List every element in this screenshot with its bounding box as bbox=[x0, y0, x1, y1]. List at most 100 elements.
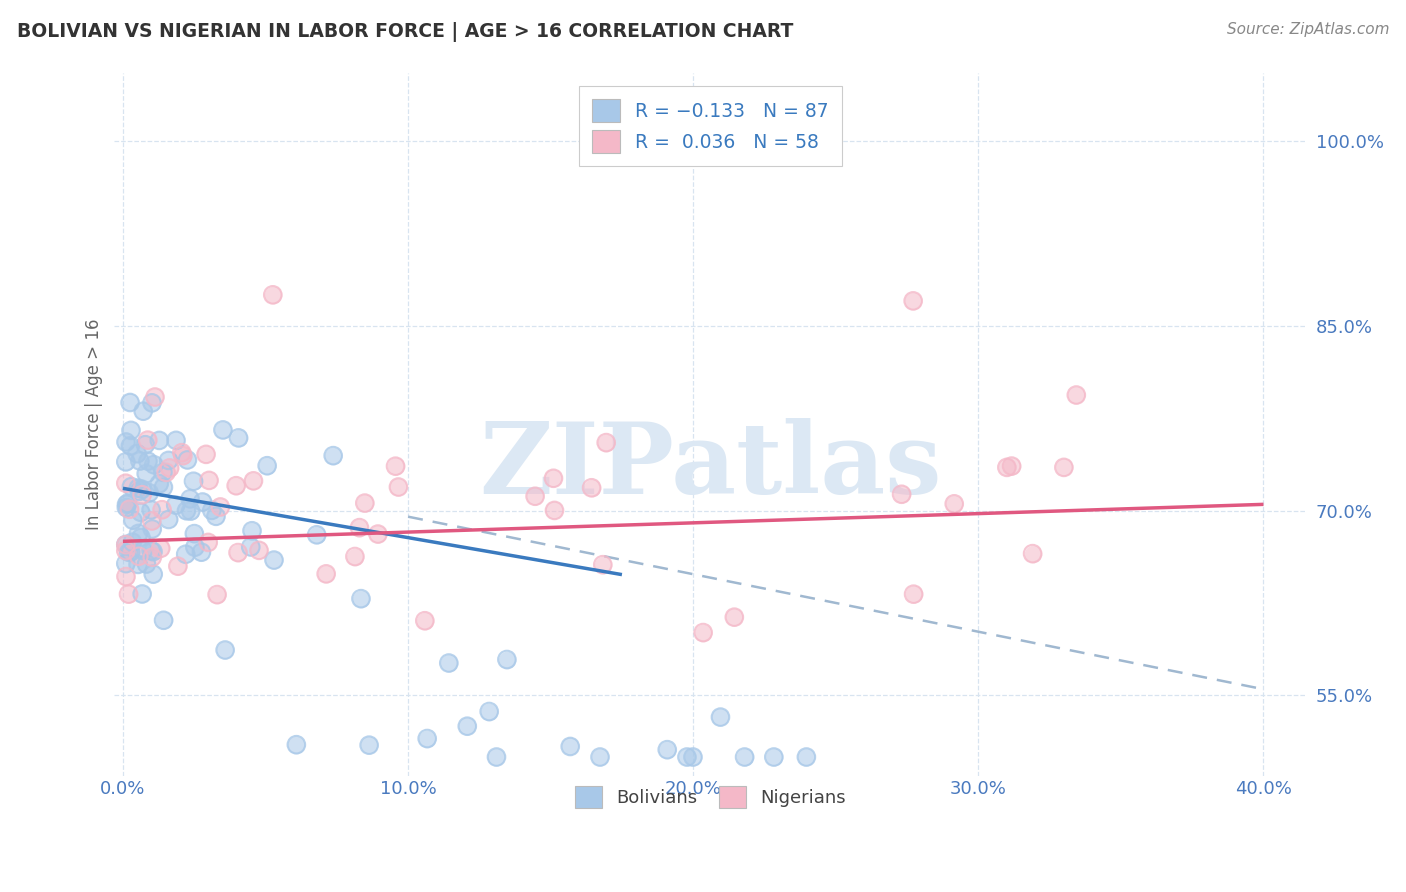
Point bbox=[437, 656, 460, 670]
Point bbox=[136, 433, 159, 447]
Point bbox=[172, 449, 194, 463]
Point bbox=[170, 445, 193, 459]
Point bbox=[205, 509, 228, 524]
Point bbox=[205, 588, 228, 602]
Point bbox=[117, 587, 139, 601]
Point bbox=[115, 500, 138, 515]
Point bbox=[1021, 547, 1043, 561]
Point bbox=[209, 500, 232, 514]
Point bbox=[367, 527, 389, 541]
Point bbox=[115, 435, 138, 450]
Point bbox=[117, 496, 139, 510]
Point bbox=[134, 438, 156, 452]
Point bbox=[118, 545, 141, 559]
Point bbox=[157, 512, 180, 526]
Point bbox=[943, 497, 966, 511]
Point bbox=[120, 423, 142, 437]
Point bbox=[524, 489, 547, 503]
Point bbox=[197, 535, 219, 549]
Point bbox=[120, 395, 142, 409]
Point bbox=[152, 480, 174, 494]
Point bbox=[350, 591, 373, 606]
Point bbox=[343, 549, 366, 564]
Point bbox=[485, 750, 508, 764]
Text: ZIPatlas: ZIPatlas bbox=[479, 417, 942, 515]
Point bbox=[150, 502, 173, 516]
Point bbox=[129, 454, 152, 468]
Point bbox=[141, 514, 163, 528]
Point bbox=[135, 557, 157, 571]
Point bbox=[198, 474, 221, 488]
Point bbox=[121, 535, 143, 549]
Point bbox=[350, 591, 373, 606]
Point bbox=[159, 461, 181, 475]
Point bbox=[136, 454, 159, 468]
Point bbox=[890, 487, 912, 501]
Point bbox=[995, 460, 1018, 475]
Point bbox=[709, 710, 731, 724]
Point bbox=[496, 652, 519, 666]
Point bbox=[157, 453, 180, 467]
Point bbox=[734, 750, 756, 764]
Point bbox=[142, 458, 165, 472]
Point bbox=[143, 390, 166, 404]
Point bbox=[114, 538, 136, 552]
Point bbox=[117, 496, 139, 510]
Point bbox=[141, 522, 163, 536]
Point bbox=[183, 526, 205, 541]
Point bbox=[141, 396, 163, 410]
Point bbox=[125, 447, 148, 461]
Point bbox=[165, 498, 187, 512]
Point bbox=[141, 522, 163, 536]
Point bbox=[496, 652, 519, 666]
Point bbox=[115, 569, 138, 583]
Point bbox=[132, 404, 155, 418]
Point bbox=[122, 513, 145, 527]
Point bbox=[201, 503, 224, 517]
Point bbox=[114, 537, 136, 551]
Point bbox=[176, 453, 198, 467]
Point bbox=[353, 496, 375, 510]
Point bbox=[136, 454, 159, 468]
Point bbox=[129, 505, 152, 519]
Point bbox=[485, 750, 508, 764]
Point bbox=[174, 547, 197, 561]
Point bbox=[343, 549, 366, 564]
Point bbox=[239, 540, 262, 554]
Point bbox=[589, 750, 612, 764]
Point bbox=[179, 491, 201, 506]
Point bbox=[205, 588, 228, 602]
Point bbox=[1066, 388, 1088, 402]
Point bbox=[734, 750, 756, 764]
Point bbox=[212, 423, 235, 437]
Point bbox=[125, 447, 148, 461]
Point bbox=[225, 479, 247, 493]
Point bbox=[416, 731, 439, 746]
Point bbox=[262, 288, 284, 302]
Point bbox=[214, 643, 236, 657]
Legend: Bolivians, Nigerians: Bolivians, Nigerians bbox=[568, 780, 853, 815]
Point bbox=[1053, 460, 1076, 475]
Point bbox=[128, 549, 150, 564]
Point bbox=[1000, 459, 1022, 474]
Point bbox=[127, 558, 149, 572]
Point bbox=[191, 495, 214, 509]
Point bbox=[205, 509, 228, 524]
Point bbox=[141, 396, 163, 410]
Point bbox=[305, 528, 328, 542]
Point bbox=[581, 481, 603, 495]
Point bbox=[118, 545, 141, 559]
Point bbox=[134, 438, 156, 452]
Point bbox=[943, 497, 966, 511]
Point bbox=[190, 545, 212, 559]
Point bbox=[128, 549, 150, 564]
Point bbox=[114, 476, 136, 491]
Point bbox=[349, 521, 371, 535]
Point bbox=[262, 288, 284, 302]
Point bbox=[214, 643, 236, 657]
Point bbox=[212, 423, 235, 437]
Point bbox=[114, 455, 136, 469]
Point bbox=[995, 460, 1018, 475]
Point bbox=[155, 466, 177, 480]
Point bbox=[322, 449, 344, 463]
